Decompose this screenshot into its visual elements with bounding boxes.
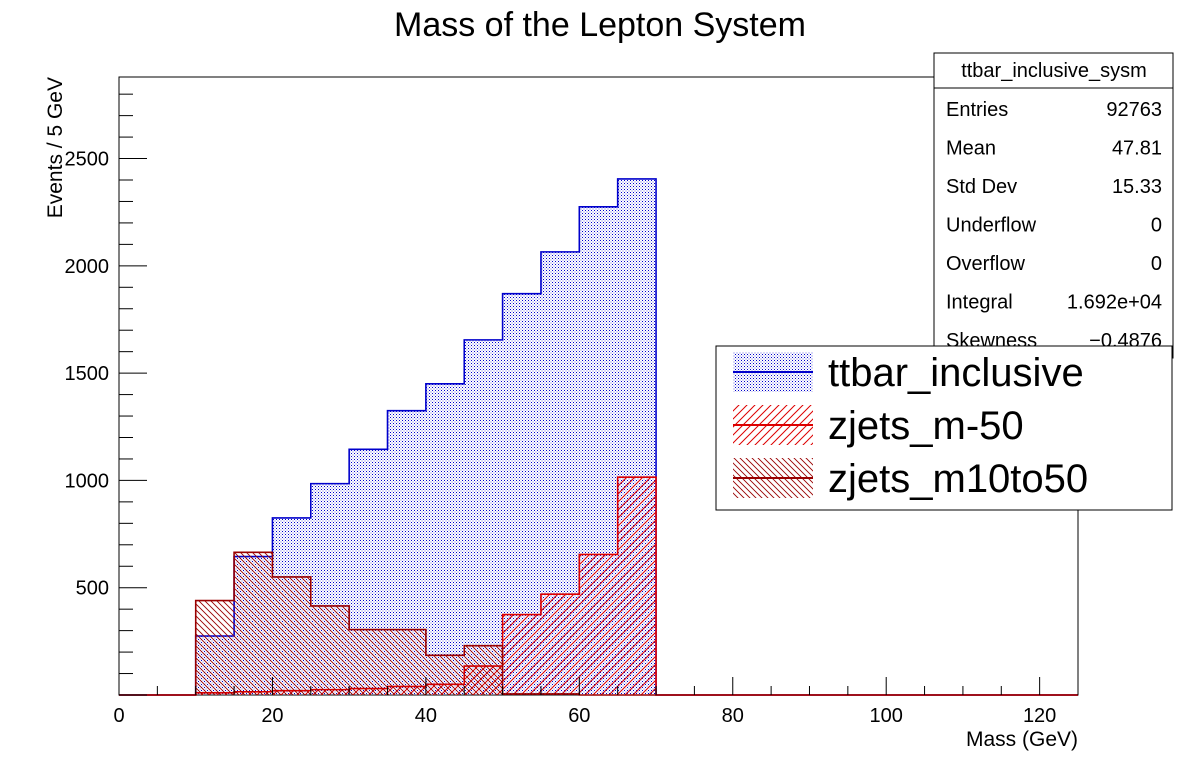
stat-label: Underflow [946, 215, 1037, 237]
y-tick-label: 1500 [65, 363, 110, 385]
bar-zjets_m10to50-bin-9 [464, 645, 503, 695]
x-tick-label: 80 [722, 705, 744, 727]
legend-items: ttbar_inclusive zjets_m-50 zjets_m10to50 [733, 351, 1088, 501]
stat-value: 47.81 [1112, 138, 1162, 160]
bar-zjets_m10to50-bin-2 [195, 600, 235, 695]
stat-value: 0 [1151, 253, 1162, 275]
bar-zjets_m-50-bin-11 [540, 594, 580, 695]
bar-zjets_m10to50-bin-4 [272, 576, 311, 695]
stats-box-frame [933, 52, 1174, 359]
bar-ttbar_inclusive-bin-8 [425, 383, 465, 695]
bar-zjets_m10to50-bin-5 [310, 605, 350, 695]
legend-item-ttbar_inclusive: ttbar_inclusive [733, 351, 1084, 395]
stat-value: 0 [1151, 215, 1162, 237]
stat-label: Entries [946, 99, 1008, 121]
bar-zjets_m10to50-bin-6 [349, 629, 388, 695]
stats-box: ttbar_inclusive_sysm Entries 92763 Mean 47.… [933, 52, 1174, 359]
bar-zjets_m-50-bin-13 [617, 477, 657, 695]
legend-item-zjets_m10to50: zjets_m10to50 [733, 457, 1088, 501]
legend: ttbar_inclusive zjets_m-50 zjets_m10to50 [715, 345, 1173, 511]
x-axis: 0 20 40 60 80 100 120 [113, 677, 1079, 727]
legend-label: ttbar_inclusive [828, 351, 1084, 395]
legend-item-zjets_m-50: zjets_m-50 [733, 404, 1024, 448]
stats-box-rows: Entries 92763 Mean 47.81 Std Dev 15.33 Underfl… [946, 99, 1162, 352]
x-tick-label: 40 [415, 705, 437, 727]
series-zjets_m10to50 [119, 551, 1078, 696]
stat-value: 1.692e+04 [1067, 292, 1162, 314]
x-tick-label: 20 [261, 705, 283, 727]
x-tick-label: 100 [870, 705, 903, 727]
bar-zjets_m-50-bin-10 [502, 614, 541, 695]
bar-zjets_m10to50-bin-7 [387, 629, 426, 695]
x-axis-title: Mass (GeV) [966, 728, 1078, 751]
y-tick-label: 500 [76, 578, 109, 600]
stat-label: Integral [946, 292, 1013, 314]
x-tick-label: 0 [113, 705, 124, 727]
stats-box-title: ttbar_inclusive_sysm [961, 60, 1147, 82]
bar-zjets_m10to50-bin-8 [425, 655, 465, 695]
bar-zjets_m-50-bin-12 [579, 554, 618, 695]
stat-value: 92763 [1106, 99, 1162, 121]
bar-ttbar_inclusive-bin-9 [464, 339, 503, 695]
histogram-bars [119, 178, 1078, 696]
chart-title: Mass of the Lepton System [394, 6, 806, 44]
legend-label: zjets_m10to50 [828, 457, 1088, 501]
y-axis-title: Events / 5 GeV [44, 77, 67, 218]
x-tick-label: 60 [568, 705, 590, 727]
x-tick-label: 120 [1023, 705, 1056, 727]
stat-value: 15.33 [1112, 176, 1162, 198]
outline-zjets_m10to50 [119, 551, 1078, 696]
y-tick-label: 2000 [65, 256, 110, 278]
y-tick-label: 1000 [65, 470, 110, 492]
legend-label: zjets_m-50 [828, 404, 1024, 448]
y-tick-label: 2500 [65, 149, 110, 171]
y-axis: 500 1000 1500 2000 2500 [65, 93, 147, 696]
stat-label: Overflow [946, 253, 1025, 275]
stat-label: Mean [946, 138, 996, 160]
bar-zjets_m10to50-bin-3 [234, 552, 273, 695]
stat-label: Std Dev [946, 176, 1017, 198]
